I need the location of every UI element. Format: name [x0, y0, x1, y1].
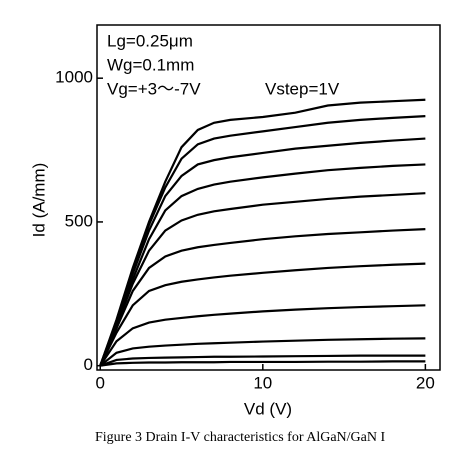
annotation: Vstep=1V: [265, 79, 340, 98]
iv-curve: [99, 354, 426, 367]
x-tick-label: 20: [416, 373, 435, 392]
annotation: Vg=+3～-7V: [107, 79, 201, 98]
annotation: Wg=0.1mm: [107, 55, 194, 74]
iv-curve: [99, 262, 426, 367]
plot-frame: [96, 24, 441, 371]
x-axis-label: Vd (V): [244, 399, 292, 418]
y-tick-label: 0: [84, 355, 93, 374]
iv-curve: [99, 115, 426, 367]
iv-curve: [100, 360, 426, 367]
iv-curve: [99, 137, 426, 367]
annotation: Lg=0.25μm: [107, 31, 193, 50]
x-tick-label: 0: [96, 373, 105, 392]
x-tick-label: 10: [253, 373, 272, 392]
iv-curve: [99, 337, 426, 367]
iv-curve: [99, 304, 426, 367]
iv-curve: [99, 192, 426, 367]
y-tick-label: 1000: [55, 68, 93, 87]
caption: Figure 3 Drain I-V characteristics for A…: [95, 430, 385, 445]
y-axis-label: Id (A/mm): [29, 163, 48, 238]
y-tick-label: 500: [65, 211, 93, 230]
iv-curve: [99, 163, 426, 367]
iv-curve: [99, 228, 426, 367]
